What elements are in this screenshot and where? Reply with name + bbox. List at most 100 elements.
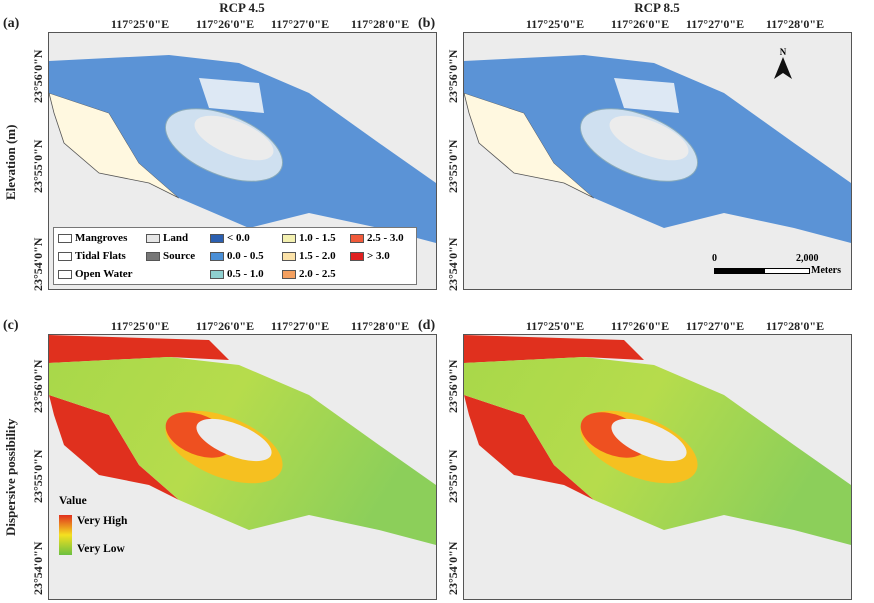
lat-tick-label: 23°55'0"N: [446, 139, 460, 193]
legend-swatch: [58, 234, 72, 243]
legend-label: 1.0 - 1.5: [299, 232, 336, 244]
legend-item: Mangroves: [58, 232, 127, 245]
tidal-flat: [49, 92, 180, 199]
legend-swatch: [210, 270, 224, 279]
lat-tick-label: 23°56'0"N: [31, 359, 45, 413]
legend-label: 1.5 - 2.0: [299, 250, 336, 262]
north-label: N: [779, 47, 787, 57]
panel-label: (b): [418, 16, 436, 31]
legend-item: 0.0 - 0.5: [210, 250, 264, 263]
legend-swatch: [146, 252, 160, 261]
map-panel: [463, 334, 852, 600]
legend-item: Tidal Flats: [58, 250, 126, 263]
legend-label: > 3.0: [367, 250, 390, 262]
tidal-flat: [464, 92, 595, 199]
legend-label: Tidal Flats: [75, 250, 126, 262]
lon-tick-label: 117°26'0"E: [195, 319, 255, 333]
lon-tick-label: 117°28'0"E: [765, 319, 825, 333]
legend-item: Source: [146, 250, 195, 263]
lon-tick-label: 117°28'0"E: [765, 17, 825, 31]
panel-label: (d): [418, 318, 436, 333]
legend-item: 1.5 - 2.0: [282, 250, 336, 263]
lon-tick-label: 117°27'0"E: [270, 319, 330, 333]
lon-tick-label: 117°27'0"E: [270, 17, 330, 31]
lat-tick-label: 23°54'0"N: [31, 541, 45, 595]
west-land-high: [49, 395, 179, 500]
legend-label: Open Water: [75, 268, 133, 280]
lat-tick-label: 23°56'0"N: [446, 49, 460, 103]
legend-item: 2.5 - 3.0: [350, 232, 404, 245]
lat-tick-label: 23°54'0"N: [31, 237, 45, 291]
lon-tick-label: 117°25'0"E: [110, 319, 170, 333]
legend-swatch: [282, 270, 296, 279]
legend-swatch: [58, 252, 72, 261]
row-label-dispersive: Dispersive possibility: [3, 418, 18, 536]
legend-item: < 0.0: [210, 232, 250, 245]
lon-tick-label: 117°25'0"E: [525, 319, 585, 333]
scale-end: 2,000: [796, 253, 819, 264]
dispersive-map: [49, 335, 436, 545]
legend-swatch: [282, 234, 296, 243]
panel-title: RCP 8.5: [634, 0, 680, 15]
legend-label: Land: [163, 232, 189, 244]
legend-item: 1.0 - 1.5: [282, 232, 336, 245]
lat-tick-label: 23°55'0"N: [31, 449, 45, 503]
legend-swatch: [350, 234, 364, 243]
lon-tick-label: 117°28'0"E: [350, 17, 410, 31]
lon-tick-label: 117°26'0"E: [195, 17, 255, 31]
legend-item: Land: [146, 232, 188, 245]
lat-tick-label: 23°55'0"N: [31, 139, 45, 193]
legend-item: 0.5 - 1.0: [210, 268, 264, 281]
legend-item: Open Water: [58, 268, 133, 281]
value-legend-low: Very Low: [77, 543, 125, 555]
panel-title: RCP 4.5: [219, 0, 265, 15]
legend-label: 0.5 - 1.0: [227, 268, 264, 280]
legend-swatch: [210, 252, 224, 261]
legend-label: 0.0 - 0.5: [227, 250, 264, 262]
legend-label: 2.5 - 3.0: [367, 232, 404, 244]
lon-tick-label: 117°25'0"E: [525, 17, 585, 31]
legend-swatch: [58, 270, 72, 279]
coastal-land-high: [49, 335, 229, 363]
value-legend-title: Value: [59, 495, 87, 507]
lat-tick-label: 23°54'0"N: [446, 237, 460, 291]
legend-label: < 0.0: [227, 232, 250, 244]
scale-bar: 0 2,000 Meters: [708, 253, 848, 283]
lon-tick-label: 117°27'0"E: [685, 319, 745, 333]
row-label-elevation: Elevation (m): [3, 124, 18, 200]
value-legend: Value Very High Very Low: [53, 495, 163, 575]
map-panel: Value Very High Very Low: [48, 334, 437, 600]
lon-tick-label: 117°26'0"E: [610, 17, 670, 31]
lon-tick-label: 117°27'0"E: [685, 17, 745, 31]
legend-swatch: [210, 234, 224, 243]
legend-label: Source: [163, 250, 196, 262]
dispersive-map: [464, 335, 851, 545]
value-legend-high: Very High: [77, 515, 128, 527]
lat-tick-label: 23°56'0"N: [446, 359, 460, 413]
lon-tick-label: 117°28'0"E: [350, 319, 410, 333]
legend-item: > 3.0: [350, 250, 390, 263]
panel-label: (c): [3, 318, 19, 333]
north-arrow-icon: N: [774, 47, 792, 81]
legend-swatch: [146, 234, 160, 243]
legend-swatch: [350, 252, 364, 261]
map-panel: N 0 2,000 Meters: [463, 32, 852, 290]
map-panel: Mangroves Land < 0.0 1.0 - 1.5 2.5 - 3.0 Tida…: [48, 32, 437, 290]
panel-label: (a): [3, 16, 20, 31]
scale-unit: Meters: [811, 265, 841, 276]
lat-tick-label: 23°55'0"N: [446, 449, 460, 503]
west-land-high: [464, 395, 594, 500]
coastal-land-high: [464, 335, 644, 363]
lat-tick-label: 23°54'0"N: [446, 541, 460, 595]
elevation-map: [464, 55, 851, 243]
lon-tick-label: 117°25'0"E: [110, 17, 170, 31]
scale-start: 0: [712, 253, 717, 264]
legend-label: 2.0 - 2.5: [299, 268, 336, 280]
legend-label: Mangroves: [75, 232, 128, 244]
legend-swatch: [282, 252, 296, 261]
legend-item: 2.0 - 2.5: [282, 268, 336, 281]
lat-tick-label: 23°56'0"N: [31, 49, 45, 103]
elevation-legend: Mangroves Land < 0.0 1.0 - 1.5 2.5 - 3.0 Tida…: [53, 227, 417, 285]
lon-tick-label: 117°26'0"E: [610, 319, 670, 333]
elevation-map: [49, 55, 436, 243]
